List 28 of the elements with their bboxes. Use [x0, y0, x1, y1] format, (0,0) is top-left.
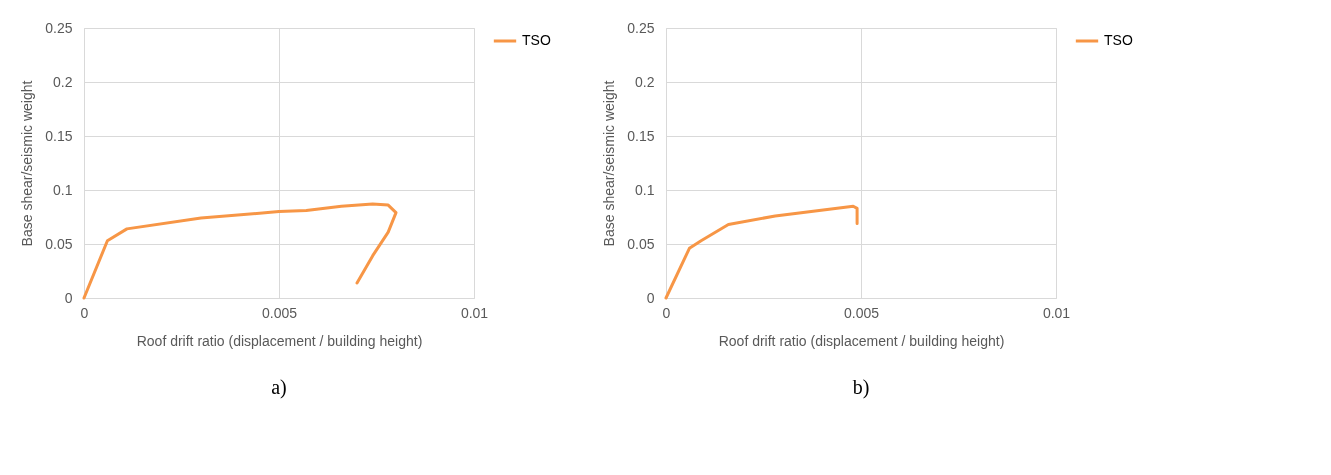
y-tick-label: 0.15 — [627, 127, 655, 144]
y-axis-title: Base shear/seismic weight — [601, 80, 618, 247]
x-tick-label: 0.005 — [261, 304, 298, 321]
legend-label: TSO — [522, 32, 551, 48]
text: a) — [271, 376, 287, 399]
y-tick-label: 0 — [646, 289, 655, 306]
x-tick-label: 0 — [662, 304, 671, 321]
line-series — [664, 204, 859, 300]
x-axis-title: Roof drift ratio (displacement / building height) — [136, 332, 423, 349]
line-series — [82, 202, 398, 300]
y-tick-label: 0.15 — [45, 127, 73, 144]
x-tick-label: 0.01 — [460, 304, 489, 321]
x-axis-title: Roof drift ratio (displacement / building height) — [718, 332, 1005, 349]
y-tick-label: 0.25 — [45, 19, 73, 36]
y-tick-label: 0.1 — [53, 181, 73, 198]
x-tick-label: 0 — [80, 304, 89, 321]
y-tick-label: 0.2 — [635, 73, 655, 90]
legend-label: TSO — [1104, 32, 1133, 48]
y-tick-label: 0 — [64, 289, 73, 306]
y-axis-title: Base shear/seismic weight — [19, 80, 36, 247]
text: b) — [852, 376, 870, 399]
y-tick-label: 0.05 — [45, 235, 73, 252]
y-tick-label: 0.05 — [627, 235, 655, 252]
x-tick-label: 0.005 — [843, 304, 880, 321]
y-tick-label: 0.1 — [635, 181, 655, 198]
y-tick-label: 0.2 — [53, 73, 73, 90]
x-tick-label: 0.01 — [1042, 304, 1071, 321]
y-tick-label: 0.25 — [627, 19, 655, 36]
